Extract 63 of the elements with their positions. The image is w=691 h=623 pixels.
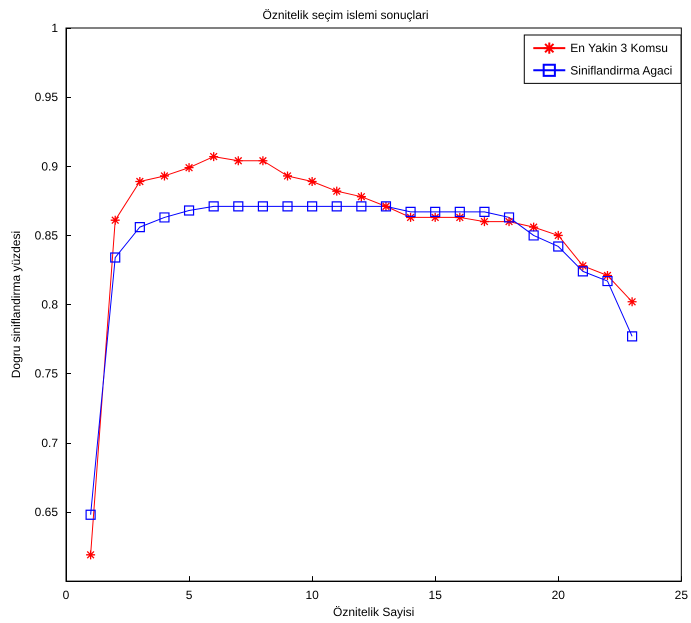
point (504, 212, 514, 223)
point (430, 206, 440, 218)
legend-label: En Yakin 3 Komsu (570, 41, 668, 56)
y-tick-label: 0.8 (41, 298, 58, 312)
x-tick-label: 20 (552, 588, 566, 602)
point (578, 260, 588, 271)
x-tick-label: 15 (428, 588, 442, 602)
x-tick-label: 5 (186, 588, 193, 602)
y-tick-label: 0.7 (41, 436, 58, 450)
point (258, 201, 268, 212)
point (282, 170, 293, 182)
point (553, 241, 564, 252)
point (553, 230, 564, 241)
point (430, 212, 440, 223)
point (184, 162, 194, 173)
point (454, 212, 465, 223)
point (578, 266, 588, 276)
y-tick-label: 0.9 (41, 159, 58, 174)
point (184, 205, 194, 216)
x-tick-label: 0 (62, 588, 70, 602)
point (602, 270, 613, 281)
y-axis-title: Dogru siniflandirma yüzdesi (9, 230, 23, 378)
point (159, 170, 170, 182)
point (332, 201, 342, 212)
point (504, 216, 514, 227)
point (356, 192, 367, 202)
point (258, 156, 268, 166)
point (233, 201, 244, 212)
point (233, 156, 244, 166)
chart-title: Öznitelik seçim islemi sonuçlari (262, 8, 429, 22)
point (479, 216, 490, 227)
point (110, 215, 120, 226)
x-tick-label: 25 (674, 588, 688, 602)
point (626, 296, 638, 307)
x-tick-label: 10 (305, 588, 320, 602)
point (307, 201, 318, 212)
y-tick-label: 0.75 (34, 366, 58, 381)
x-axis-title: Öznitelik Sayisi (332, 605, 414, 619)
point (208, 201, 219, 212)
y-tick-label: 0.65 (34, 504, 58, 519)
point (85, 550, 96, 560)
point (528, 222, 539, 232)
point (86, 510, 96, 520)
point (306, 176, 318, 187)
point (110, 252, 120, 263)
point (405, 206, 416, 218)
point (134, 176, 145, 187)
point (528, 230, 539, 241)
point (479, 206, 490, 218)
point (332, 186, 342, 196)
point (159, 212, 170, 223)
point (405, 212, 416, 223)
point (627, 331, 638, 342)
point (208, 151, 219, 162)
y-tick-label: 0.85 (34, 228, 58, 242)
y-tick-label: 0.95 (34, 90, 58, 104)
point (356, 201, 366, 212)
y-tick-label: 1 (51, 21, 58, 35)
point (602, 276, 613, 286)
legend-label: Siniflandirma Agaci (570, 63, 672, 78)
point (282, 201, 293, 212)
point (134, 222, 145, 232)
point (454, 206, 465, 218)
